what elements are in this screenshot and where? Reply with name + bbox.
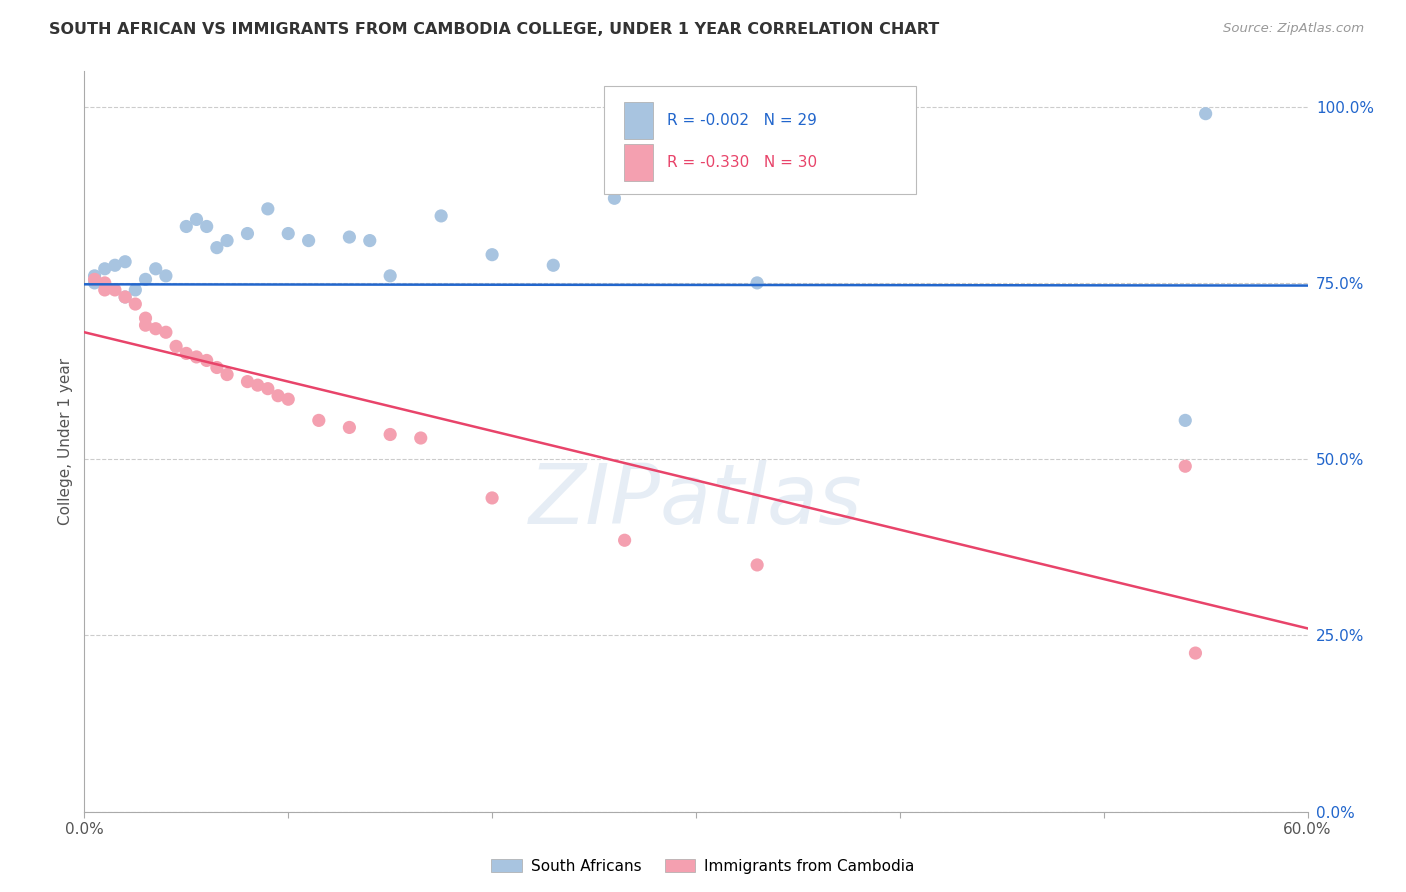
Text: Source: ZipAtlas.com: Source: ZipAtlas.com (1223, 22, 1364, 36)
Point (93, 283, 115, 297)
Point (613, 533, 636, 548)
Point (246, 378, 269, 392)
Point (747, 276, 769, 290)
Point (114, 290, 136, 304)
Point (1174, 459, 1197, 474)
Point (195, 219, 218, 234)
Point (339, 420, 361, 434)
Point (155, 268, 177, 283)
Point (93, 261, 115, 276)
Point (217, 368, 239, 382)
Text: SOUTH AFRICAN VS IMMIGRANTS FROM CAMBODIA COLLEGE, UNDER 1 YEAR CORRELATION CHAR: SOUTH AFRICAN VS IMMIGRANTS FROM CAMBODI… (49, 22, 939, 37)
Point (1184, 646, 1206, 660)
Point (430, 209, 453, 223)
Point (135, 272, 157, 286)
Legend: South Africans, Immigrants from Cambodia: South Africans, Immigrants from Cambodia (485, 853, 921, 880)
Point (186, 212, 208, 227)
Point (174, 219, 197, 234)
Point (236, 227, 259, 241)
Point (83, 272, 105, 286)
Point (359, 234, 381, 248)
FancyBboxPatch shape (624, 144, 654, 181)
Point (205, 241, 228, 255)
Point (165, 339, 187, 353)
Point (124, 297, 146, 311)
Text: ZIPatlas: ZIPatlas (529, 460, 863, 541)
Point (114, 290, 136, 304)
Point (257, 382, 280, 396)
Point (205, 360, 228, 375)
FancyBboxPatch shape (624, 103, 654, 139)
Text: R = -0.330   N = 30: R = -0.330 N = 30 (666, 155, 817, 169)
Point (114, 254, 136, 268)
Point (1195, 106, 1218, 120)
Point (135, 318, 157, 333)
Point (481, 491, 503, 505)
Point (380, 427, 402, 442)
Point (277, 227, 299, 241)
Point (174, 346, 197, 360)
Point (195, 353, 218, 368)
Point (481, 248, 503, 262)
Point (145, 322, 167, 336)
Point (104, 283, 127, 297)
Point (145, 261, 167, 276)
Point (104, 258, 127, 272)
Point (257, 202, 280, 216)
Point (217, 234, 239, 248)
Point (298, 234, 321, 248)
Point (380, 268, 402, 283)
Point (93, 276, 115, 290)
Point (267, 389, 290, 403)
Text: R = -0.002   N = 29: R = -0.002 N = 29 (666, 113, 817, 128)
Point (339, 230, 361, 244)
Point (135, 311, 157, 326)
Point (83, 268, 105, 283)
Point (603, 191, 626, 205)
Point (124, 283, 146, 297)
Y-axis label: College, Under 1 year: College, Under 1 year (58, 358, 73, 525)
Point (277, 392, 299, 407)
Point (409, 431, 432, 445)
FancyBboxPatch shape (605, 87, 917, 194)
Point (236, 375, 259, 389)
Point (747, 558, 769, 572)
Point (543, 258, 565, 272)
Point (308, 413, 330, 427)
Point (83, 276, 105, 290)
Point (155, 325, 177, 339)
Point (1174, 413, 1197, 427)
Point (186, 350, 208, 364)
